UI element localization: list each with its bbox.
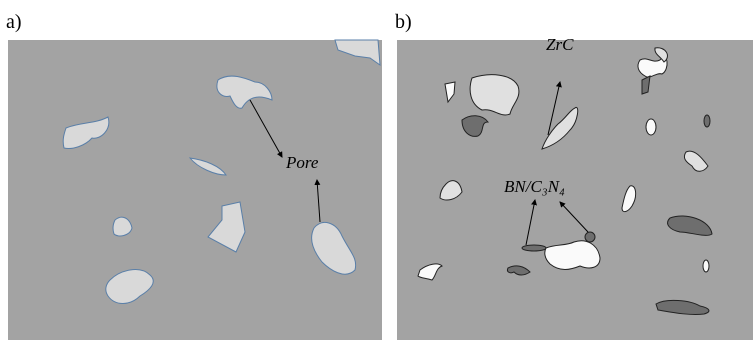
annotation: BN/C₃N₄ [504, 177, 565, 196]
panel-label: a) [6, 11, 22, 33]
annotation: Pore [285, 153, 319, 172]
panel-label: b) [395, 11, 412, 33]
annotation: ZrC [546, 35, 574, 54]
panel-b: ZrC BN/C₃N₄ [397, 35, 753, 340]
figure: a) b) Pore [0, 0, 753, 340]
page: a) b) Pore [0, 0, 753, 340]
panel-a: Pore [8, 40, 382, 340]
